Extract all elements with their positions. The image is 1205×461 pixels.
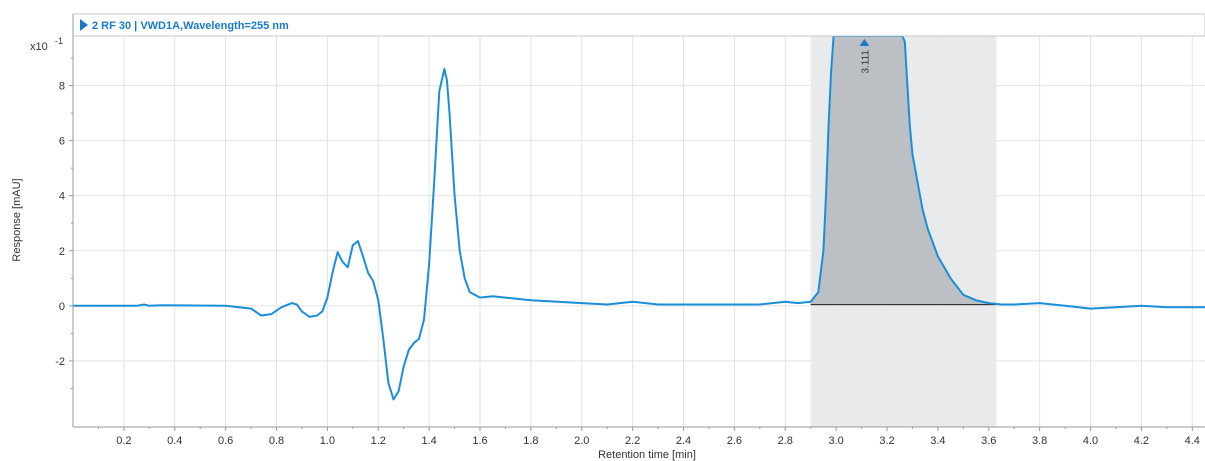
x-tick-label: 2.4 xyxy=(676,435,691,447)
x-tick-label: 4.0 xyxy=(1083,435,1098,447)
peak-area-fill xyxy=(810,36,997,306)
expand-triangle-icon[interactable] xyxy=(80,19,88,31)
peak-marker-icon[interactable] xyxy=(859,39,870,46)
x-tick-label: 3.6 xyxy=(981,435,996,447)
tick-layer: 0.2 0.4 0.6 0.8 1.0 1.2 1.4 1.6 1.8 2.0 2.2 2.4 2.6 2… xyxy=(55,57,1200,447)
x-tick-label: 2.6 xyxy=(727,435,742,447)
x-tick-label: 0.6 xyxy=(218,435,233,447)
y-tick-label: 2 xyxy=(59,246,65,258)
y-scale-exponent: -1 xyxy=(55,36,63,46)
y-tick-label: -2 xyxy=(55,356,65,368)
chart-title: 2 RF 30 | VWD1A,Wavelength=255 nm xyxy=(92,20,289,32)
x-tick-label: 1.4 xyxy=(421,435,436,447)
x-tick-label: 3.0 xyxy=(828,435,843,447)
x-tick-label: 3.2 xyxy=(879,435,894,447)
x-tick-label: 4.4 xyxy=(1185,435,1200,447)
x-tick-label: 1.2 xyxy=(371,435,386,447)
y-tick-label: 6 xyxy=(59,136,65,148)
x-tick-label: 0.2 xyxy=(116,435,131,447)
y-scale-label: x10 xyxy=(30,41,48,53)
x-tick-label: 1.0 xyxy=(320,435,335,447)
y-axis-title: Response [mAU] xyxy=(11,178,23,261)
series-line xyxy=(73,35,1205,401)
x-tick-label: 2.2 xyxy=(625,435,640,447)
x-axis-title: Retention time [min] xyxy=(598,449,696,461)
x-tick-label: 1.8 xyxy=(523,435,538,447)
y-tick-label: 0 xyxy=(59,301,65,313)
x-tick-label: 4.2 xyxy=(1134,435,1149,447)
y-tick-label: 4 xyxy=(59,191,65,203)
y-tick-label: 8 xyxy=(59,81,65,93)
x-tick-label: 2.8 xyxy=(778,435,793,447)
plot-background xyxy=(73,14,1205,427)
peak-label: 3.111 xyxy=(860,50,871,74)
x-tick-label: 0.8 xyxy=(269,435,284,447)
x-tick-label: 3.4 xyxy=(930,435,945,447)
x-tick-label: 3.8 xyxy=(1032,435,1047,447)
x-tick-label: 1.6 xyxy=(472,435,487,447)
x-tick-label: 0.4 xyxy=(167,435,182,447)
x-tick-label: 2.0 xyxy=(574,435,589,447)
